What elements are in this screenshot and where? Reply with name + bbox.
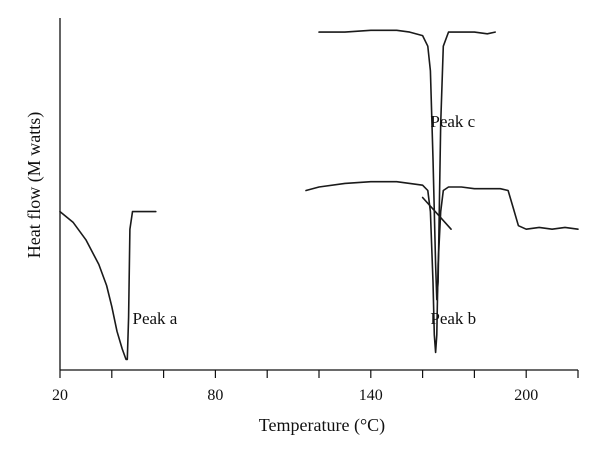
y-axis-title: Heat flow (M watts) bbox=[24, 112, 45, 258]
peak-label: Peak b bbox=[430, 309, 476, 328]
axes: 20 80 140 200 bbox=[52, 18, 579, 404]
series-line-3 bbox=[305, 180, 579, 354]
series-line-1 bbox=[59, 210, 157, 361]
baseline-tangent-line bbox=[421, 196, 452, 230]
peak-labels: Peak a Peak b Peak c bbox=[133, 112, 477, 328]
x-tick-label: 200 bbox=[514, 387, 538, 404]
x-axis-title: Temperature (°C) bbox=[259, 415, 385, 436]
data-traces bbox=[59, 29, 579, 361]
peak-label: Peak a bbox=[133, 309, 178, 328]
peak-label: Peak c bbox=[430, 112, 475, 131]
x-tick-label: 140 bbox=[359, 387, 383, 404]
x-tick-label: 20 bbox=[52, 387, 68, 404]
series-line-2 bbox=[318, 29, 496, 301]
x-tick-label: 80 bbox=[207, 387, 223, 404]
